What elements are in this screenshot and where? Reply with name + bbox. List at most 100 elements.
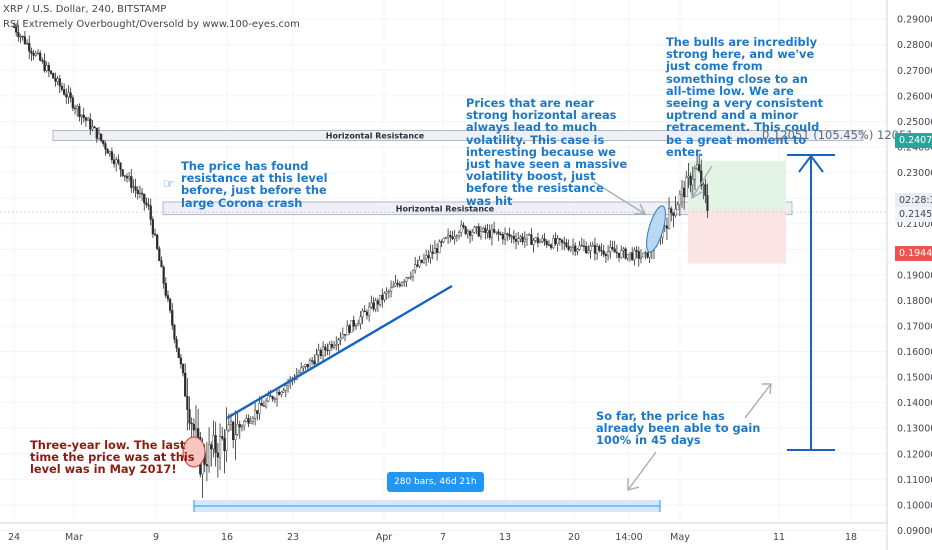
candle-body <box>58 78 61 87</box>
candle-body <box>451 236 454 240</box>
candle-body <box>418 259 421 267</box>
candle-body <box>534 237 537 241</box>
candle-body <box>587 250 590 254</box>
x-tick-label: 16 <box>221 532 233 543</box>
candle-body <box>47 65 50 72</box>
candle-body <box>348 325 351 333</box>
candle-body <box>466 230 469 234</box>
candle-body <box>158 248 161 262</box>
volatility-highlight <box>646 205 666 253</box>
candle-body <box>236 424 239 435</box>
candle-body <box>543 238 546 242</box>
candle-body <box>229 421 233 425</box>
gain-note: So far, the price has already been able … <box>596 409 761 448</box>
candle-body <box>576 249 579 252</box>
candle-body <box>330 344 333 348</box>
candle-body <box>490 229 494 238</box>
candle-body <box>446 234 450 238</box>
x-tick-label: 18 <box>845 532 857 543</box>
candle-body <box>702 184 705 187</box>
candle-body <box>138 192 142 195</box>
candle-body <box>315 354 318 365</box>
candle-body <box>123 175 126 177</box>
candle-body <box>425 255 428 260</box>
candle-body <box>639 256 643 259</box>
candle-body <box>95 127 98 139</box>
candle-body <box>115 159 118 165</box>
candle-body <box>153 233 157 236</box>
countdown-tag: 02:28:38 <box>895 193 932 208</box>
candle-body <box>580 245 583 247</box>
x-tick-label: May <box>670 532 690 543</box>
candle-body <box>21 36 24 38</box>
x-tick-label: 7 <box>440 532 446 543</box>
candle-body <box>317 350 320 356</box>
candle-body <box>582 245 586 247</box>
candle-body <box>343 334 347 336</box>
candle-body <box>471 232 474 236</box>
candle-body <box>302 366 305 369</box>
candle-body <box>102 140 105 144</box>
x-tick-label: 23 <box>287 532 299 543</box>
candle-body <box>613 248 616 253</box>
candle-body <box>194 428 198 431</box>
candle-body <box>80 114 83 117</box>
pointer-hand-icon: ☞ <box>163 177 175 192</box>
candle-body <box>497 231 500 235</box>
candle-body <box>422 258 426 263</box>
candle-body <box>493 229 496 233</box>
measure-label: 0.12051 (105.45%) 12051 <box>762 128 914 142</box>
candle-body <box>71 97 74 109</box>
candle-body <box>374 300 377 310</box>
candle-body <box>249 420 252 424</box>
x-tick-label: 24 <box>8 532 20 543</box>
candle-body <box>49 70 53 74</box>
candle-body <box>622 248 625 251</box>
candle-body <box>473 227 476 233</box>
candle-body <box>19 36 22 38</box>
resistance-zone-label: Horizontal Resistance <box>396 204 495 213</box>
candle-body <box>665 225 669 229</box>
candle-body <box>69 92 72 98</box>
candle-body <box>140 192 144 195</box>
candle-body <box>495 231 498 233</box>
candle-body <box>596 246 599 254</box>
candle-body <box>433 248 437 254</box>
candle-body <box>488 230 491 238</box>
time-axis: 24 Mar 9 16 23 Apr 7 13 20 14:00 May 11 18 <box>0 522 887 543</box>
candle-body <box>416 264 419 267</box>
candle-body <box>602 250 605 255</box>
candle-body <box>269 395 272 397</box>
candle-body <box>667 208 671 229</box>
x-tick-label: 13 <box>499 532 511 543</box>
candle-body <box>560 239 564 243</box>
candle-body <box>381 294 384 300</box>
candle-body <box>484 227 487 233</box>
candle-body <box>354 325 358 327</box>
candle-body <box>431 251 434 254</box>
candle-body <box>197 428 200 438</box>
candle-body <box>385 291 388 294</box>
candle-body <box>420 259 423 263</box>
candle-body <box>205 464 208 467</box>
candle-body <box>633 250 636 260</box>
candle-body <box>475 226 478 228</box>
candle-body <box>352 320 355 327</box>
candle-body <box>565 242 568 247</box>
date-range-label[interactable]: 280 bars, 46d 21h <box>387 472 484 492</box>
candle-body <box>232 421 235 440</box>
stop-price-tag: 0.19444 <box>895 246 932 261</box>
candle-body <box>593 244 597 254</box>
candle-body <box>539 240 542 244</box>
candle-body <box>444 237 447 239</box>
candle-body <box>238 424 241 428</box>
candle-body <box>453 236 456 240</box>
candle-body <box>39 52 42 61</box>
uptrend-line <box>226 284 453 420</box>
